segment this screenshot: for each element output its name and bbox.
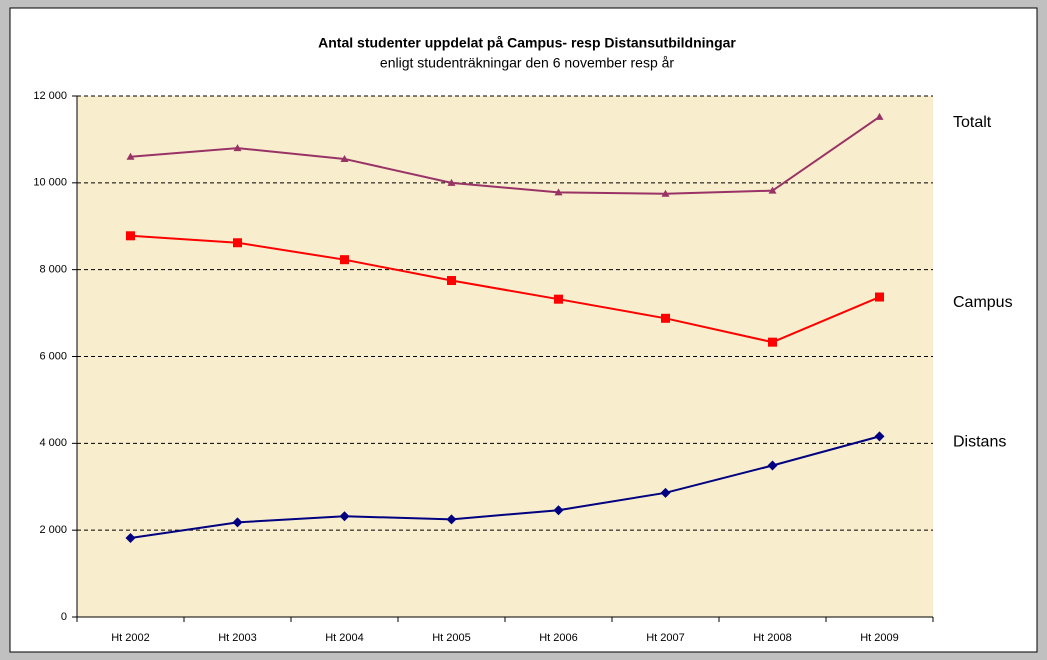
marker [447, 178, 456, 186]
marker [767, 460, 778, 471]
y-tick-label: 0 [61, 611, 67, 623]
marker [554, 294, 563, 304]
series-line [130, 435, 880, 539]
marker [339, 511, 350, 522]
marker [874, 431, 885, 442]
y-tick-label: 4 000 [39, 437, 67, 449]
marker [661, 189, 670, 197]
marker [661, 313, 670, 323]
series-line [130, 116, 881, 195]
marker [446, 514, 457, 525]
x-tick-label: Ht 2008 [753, 632, 792, 644]
series-line [130, 234, 880, 344]
marker [340, 255, 349, 265]
x-tick-label: Ht 2002 [111, 632, 150, 644]
y-tick-label: 12 000 [33, 90, 67, 102]
x-tick-label: Ht 2004 [325, 632, 364, 644]
marker [768, 186, 777, 194]
marker [232, 517, 243, 528]
y-tick-label: 2 000 [39, 524, 67, 536]
x-tick-label: Ht 2009 [860, 632, 899, 644]
series-label: Totalt [953, 114, 992, 131]
marker [768, 337, 777, 347]
marker [233, 238, 242, 248]
marker [125, 532, 136, 543]
marker [875, 112, 884, 120]
chart-subtitle: enligt studenträkningar den 6 november r… [380, 55, 675, 71]
x-tick-label: Ht 2006 [539, 632, 578, 644]
y-tick-label: 6 000 [39, 350, 67, 362]
series-label: Campus [953, 294, 1013, 311]
series-label: Distans [953, 434, 1006, 451]
x-tick-label: Ht 2005 [432, 632, 471, 644]
marker [126, 231, 135, 241]
x-tick-label: Ht 2003 [218, 632, 257, 644]
x-tick-label: Ht 2007 [646, 632, 685, 644]
marker [126, 152, 135, 160]
chart-title: Antal studenter uppdelat på Campus- resp… [318, 35, 736, 51]
marker [233, 144, 242, 152]
marker [553, 505, 564, 516]
marker [554, 188, 563, 196]
marker [875, 292, 884, 302]
y-tick-label: 10 000 [33, 177, 67, 189]
marker [340, 154, 349, 162]
marker [447, 276, 456, 286]
marker [660, 487, 671, 498]
y-tick-label: 8 000 [39, 264, 67, 276]
